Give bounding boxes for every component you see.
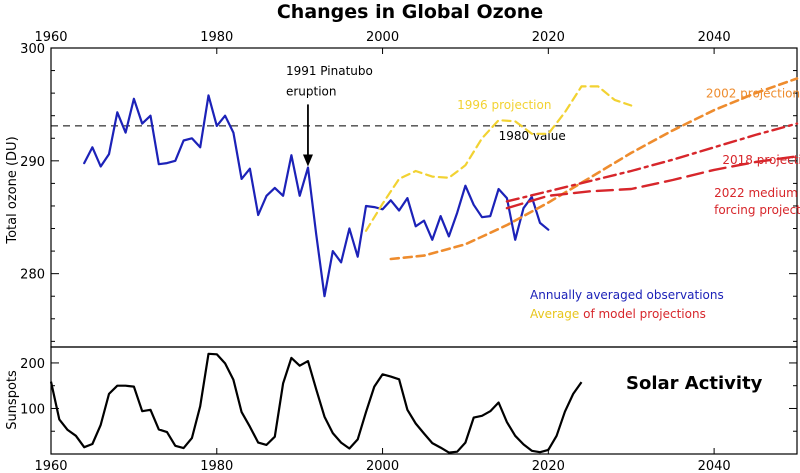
pinatubo-label-line2: eruption xyxy=(286,84,337,98)
bottom-x-tick-label-2020: 2020 xyxy=(532,459,565,473)
top-x-tick-label-2040: 2040 xyxy=(698,30,731,45)
series-label-1996-projection: 1996 projection xyxy=(457,98,551,112)
solar-y-tick-label-100: 100 xyxy=(20,402,45,417)
series-label-forcing-projection: forcing projection xyxy=(714,203,800,217)
top-x-tick-label-2000: 2000 xyxy=(366,30,399,45)
ozone-plot-frame xyxy=(50,47,798,348)
series-line-annually-averaged-observations xyxy=(83,94,550,298)
solar-plot-frame xyxy=(50,346,798,455)
solar-y-axis-title: Sunspots xyxy=(5,370,20,430)
legend-model-average: Average of model projections xyxy=(530,307,706,321)
chart-title: Changes in Global Ozone xyxy=(277,1,543,23)
solar-y-tick-label-200: 200 xyxy=(20,357,45,372)
series-line-sunspots xyxy=(49,352,583,454)
top-x-tick-label-2020: 2020 xyxy=(532,30,565,45)
series-line-1996-projection xyxy=(364,85,633,232)
top-x-tick-label-1960: 1960 xyxy=(34,30,67,45)
pinatubo-label-line1: 1991 Pinatubo xyxy=(286,64,373,78)
series-line-2002-projection xyxy=(389,77,799,261)
bottom-x-tick-label-1960: 1960 xyxy=(34,459,67,473)
reference-line-label: 1980 value xyxy=(499,129,566,143)
series-line-2018-projection xyxy=(505,122,799,203)
top-x-tick-label-1980: 1980 xyxy=(200,30,233,45)
pinatubo-arrowhead xyxy=(302,154,313,167)
bottom-x-tick-label-1980: 1980 xyxy=(200,459,233,473)
ozone-y-tick-label-300: 300 xyxy=(20,42,45,57)
pinatubo-annotation: 1991 Pinatubo eruption xyxy=(286,64,373,167)
ozone-y-tick-label-290: 290 xyxy=(20,155,45,170)
series-label-2018-projection: 2018 projection xyxy=(722,153,800,167)
solar-panel-title: Solar Activity xyxy=(626,373,763,394)
ozone-y-tick-label-280: 280 xyxy=(20,268,45,283)
series-label-2022-medium: 2022 medium xyxy=(714,186,798,200)
legend-model-average-part1: Average xyxy=(530,307,579,321)
legend-observations: Annually averaged observations xyxy=(530,288,724,302)
bottom-x-tick-label-2040: 2040 xyxy=(698,459,731,473)
ozone-y-axis-title: Total ozone (DU) xyxy=(5,136,20,244)
ozone-panel: 1960 1980 2000 2020 2040 280 290 300 1980 value… xyxy=(5,30,800,348)
series-line-2022-medium-forcing-projection xyxy=(505,155,799,210)
legend-model-average-part2: of model projections xyxy=(579,307,706,321)
series-label-2002-projection: 2002 projection xyxy=(706,87,800,101)
solar-panel: 1960 1980 2000 2020 2040 100 200 Solar Activit… xyxy=(5,346,798,473)
bottom-x-tick-label-2000: 2000 xyxy=(366,459,399,473)
